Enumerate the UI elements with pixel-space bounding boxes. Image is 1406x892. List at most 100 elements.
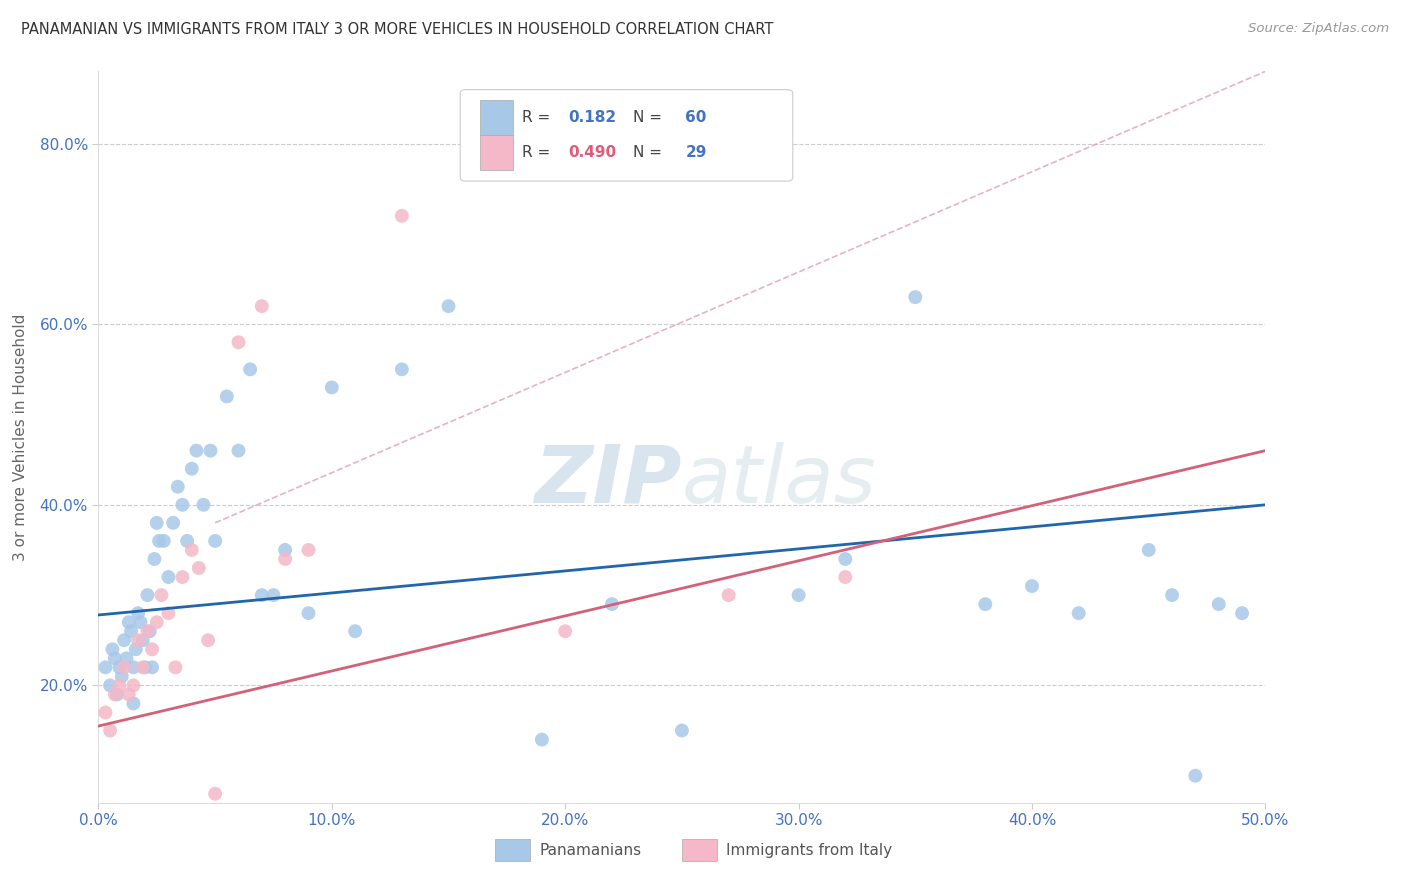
Point bbox=[186, 443, 208, 458]
Point bbox=[127, 633, 149, 648]
Point bbox=[250, 299, 273, 313]
Text: R =: R = bbox=[522, 110, 555, 125]
Point bbox=[1137, 543, 1160, 558]
Point bbox=[136, 588, 159, 602]
Text: ZIP: ZIP bbox=[534, 442, 682, 520]
Point bbox=[1021, 579, 1043, 593]
Text: PANAMANIAN VS IMMIGRANTS FROM ITALY 3 OR MORE VEHICLES IN HOUSEHOLD CORRELATION : PANAMANIAN VS IMMIGRANTS FROM ITALY 3 OR… bbox=[21, 22, 773, 37]
Point bbox=[108, 660, 131, 674]
Text: R =: R = bbox=[522, 145, 555, 160]
Point bbox=[122, 697, 145, 711]
Point bbox=[262, 588, 284, 602]
Point bbox=[974, 597, 997, 611]
Point bbox=[391, 209, 413, 223]
Point bbox=[228, 443, 250, 458]
Point bbox=[554, 624, 576, 639]
Point bbox=[172, 498, 194, 512]
Point bbox=[132, 633, 155, 648]
Point bbox=[157, 606, 180, 620]
Bar bbox=[495, 839, 530, 862]
Point bbox=[787, 588, 810, 602]
Point bbox=[165, 660, 187, 674]
Point bbox=[834, 570, 856, 584]
Point bbox=[122, 660, 145, 674]
Point bbox=[187, 561, 209, 575]
Bar bbox=[479, 135, 513, 170]
Point bbox=[274, 543, 297, 558]
Point bbox=[134, 660, 156, 674]
Point bbox=[94, 706, 117, 720]
Point bbox=[120, 624, 142, 639]
Text: 0.490: 0.490 bbox=[568, 145, 617, 160]
Point bbox=[122, 678, 145, 692]
Point bbox=[111, 669, 134, 683]
Point bbox=[717, 588, 740, 602]
Bar bbox=[479, 100, 513, 135]
Point bbox=[112, 633, 135, 648]
Point bbox=[1161, 588, 1184, 602]
Point bbox=[204, 787, 226, 801]
Point bbox=[1208, 597, 1230, 611]
Point bbox=[125, 642, 148, 657]
Point bbox=[146, 615, 169, 630]
Point bbox=[98, 678, 121, 692]
Text: N =: N = bbox=[633, 145, 666, 160]
Point bbox=[157, 570, 180, 584]
Point bbox=[139, 624, 162, 639]
Point bbox=[530, 732, 553, 747]
Point bbox=[146, 516, 169, 530]
Point bbox=[204, 533, 226, 548]
Point bbox=[297, 543, 319, 558]
Point bbox=[600, 597, 623, 611]
Text: 0.182: 0.182 bbox=[568, 110, 617, 125]
Text: 60: 60 bbox=[685, 110, 707, 125]
Point bbox=[150, 588, 173, 602]
Text: 29: 29 bbox=[685, 145, 707, 160]
Point bbox=[671, 723, 693, 738]
Point bbox=[127, 606, 149, 620]
Point bbox=[129, 615, 152, 630]
Point bbox=[239, 362, 262, 376]
Point bbox=[274, 552, 297, 566]
Point bbox=[152, 533, 174, 548]
Point bbox=[834, 552, 856, 566]
Point bbox=[105, 688, 128, 702]
Point bbox=[391, 362, 413, 376]
Point bbox=[197, 633, 219, 648]
Point bbox=[141, 642, 163, 657]
Text: atlas: atlas bbox=[682, 442, 877, 520]
Point bbox=[228, 335, 250, 350]
Point bbox=[118, 688, 141, 702]
Point bbox=[321, 380, 343, 394]
Point bbox=[101, 642, 124, 657]
FancyBboxPatch shape bbox=[460, 90, 793, 181]
Point bbox=[143, 552, 166, 566]
Point bbox=[193, 498, 215, 512]
Point bbox=[94, 660, 117, 674]
Point bbox=[200, 443, 222, 458]
Text: Panamanians: Panamanians bbox=[540, 843, 641, 858]
Point bbox=[1184, 769, 1206, 783]
Text: Immigrants from Italy: Immigrants from Italy bbox=[727, 843, 893, 858]
Y-axis label: 3 or more Vehicles in Household: 3 or more Vehicles in Household bbox=[14, 313, 28, 561]
Point bbox=[176, 533, 198, 548]
Text: Source: ZipAtlas.com: Source: ZipAtlas.com bbox=[1249, 22, 1389, 36]
Point bbox=[98, 723, 121, 738]
Point bbox=[1230, 606, 1253, 620]
Point bbox=[1067, 606, 1090, 620]
Point bbox=[108, 678, 131, 692]
Point bbox=[437, 299, 460, 313]
Point bbox=[172, 570, 194, 584]
Point bbox=[136, 624, 159, 639]
Point bbox=[344, 624, 367, 639]
Point bbox=[215, 389, 238, 403]
Point bbox=[297, 606, 319, 620]
Point bbox=[671, 814, 693, 828]
Text: N =: N = bbox=[633, 110, 666, 125]
Point bbox=[166, 480, 188, 494]
Point bbox=[148, 533, 170, 548]
Point bbox=[141, 660, 163, 674]
Point bbox=[118, 615, 141, 630]
Point bbox=[112, 660, 135, 674]
Point bbox=[250, 588, 273, 602]
